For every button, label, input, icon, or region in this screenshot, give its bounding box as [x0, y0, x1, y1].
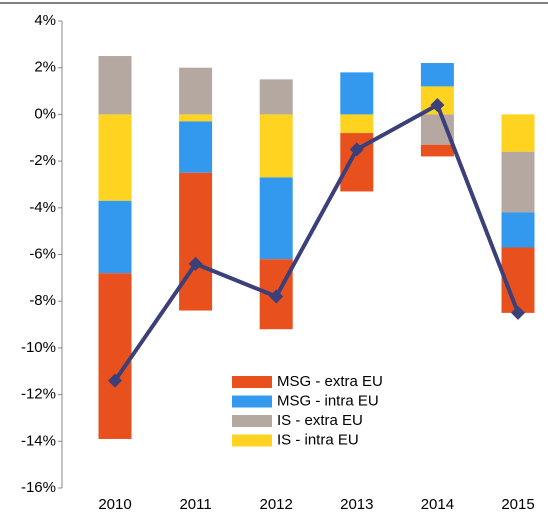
legend-label: IS - extra EU	[277, 412, 363, 429]
y-tick-label: 0%	[34, 105, 56, 122]
legend-label: MSG - extra EU	[277, 373, 383, 390]
bar-segment	[179, 121, 213, 173]
bar-segment	[340, 114, 374, 134]
bar-segment	[98, 273, 132, 439]
y-tick-label: -6%	[29, 245, 56, 262]
bar-segment	[501, 114, 535, 152]
y-tick-label: -8%	[29, 292, 56, 309]
legend-swatch	[232, 434, 272, 447]
legend-swatch	[232, 415, 272, 427]
x-tick-label: 2010	[98, 496, 131, 513]
x-tick-label: 2015	[501, 496, 534, 513]
y-tick-label: -10%	[21, 339, 56, 356]
legend-swatch	[232, 395, 272, 408]
bar-segment	[259, 114, 293, 178]
y-tick-label: -12%	[21, 386, 56, 403]
line-marker	[269, 289, 284, 304]
total-line	[113, 103, 520, 382]
bar-segment	[98, 114, 132, 201]
bar-segment	[98, 56, 132, 115]
line-marker	[511, 305, 525, 320]
legend-swatch	[232, 376, 272, 388]
x-tick-label: 2014	[421, 496, 454, 513]
x-tick-label: 2011	[179, 496, 211, 513]
bar-segment	[98, 200, 132, 274]
bar-segment	[501, 151, 535, 213]
bar-segment	[501, 212, 535, 248]
y-tick-label: -14%	[21, 432, 56, 449]
y-tick-label: -4%	[29, 199, 56, 216]
y-tick-label: 2%	[34, 59, 56, 76]
line-marker	[108, 373, 122, 388]
line-marker	[430, 98, 445, 113]
bar-segment	[179, 114, 213, 122]
bar-segment	[420, 63, 454, 87]
y-tick-label: 4%	[34, 12, 56, 29]
bar-segment	[340, 72, 374, 115]
line-marker	[188, 256, 203, 271]
legend-label: MSG - intra EU	[277, 392, 379, 409]
x-tick-label: 2012	[260, 496, 293, 513]
bar-segment	[259, 177, 293, 260]
legend-label: IS - intra EU	[277, 431, 359, 448]
y-tick-label: -2%	[29, 152, 56, 169]
bar-segment	[179, 172, 213, 311]
line-marker	[349, 142, 364, 157]
y-tick-label: -16%	[21, 479, 56, 496]
bar-segment	[179, 67, 213, 115]
x-tick-label: 2013	[340, 496, 373, 513]
bar-segment	[420, 144, 454, 157]
bar-segment	[259, 79, 293, 115]
